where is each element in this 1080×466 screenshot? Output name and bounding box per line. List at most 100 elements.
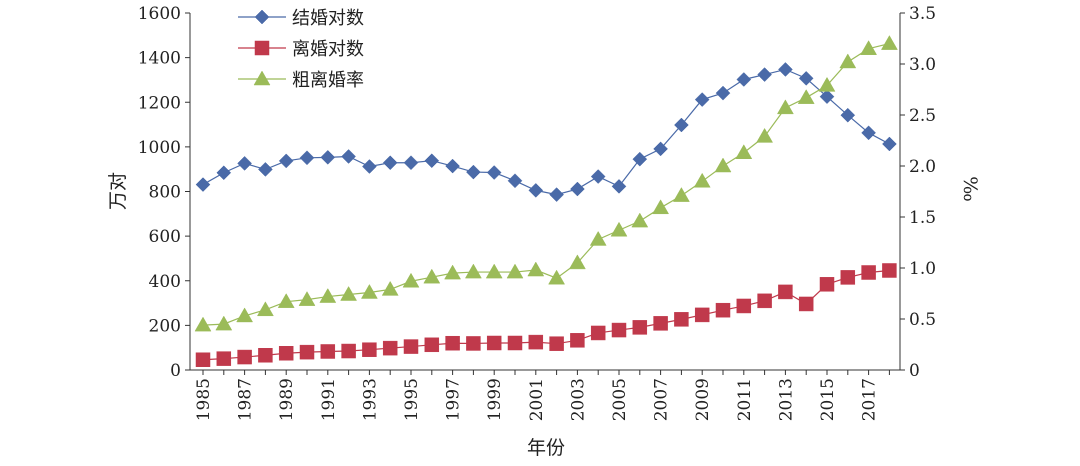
x-tick-label: 1999: [485, 378, 505, 421]
data-point-divorce: [861, 265, 876, 280]
data-point-marriage: [570, 181, 585, 197]
data-point-divorce: [466, 336, 481, 351]
data-point-divorce-rate: [693, 172, 711, 188]
x-tick-label: 1995: [402, 378, 422, 421]
data-point-divorce-rate: [839, 53, 857, 69]
data-point-divorce-rate: [381, 280, 399, 296]
data-point-divorce: [362, 342, 377, 357]
y-axis-left-title: 万对: [107, 172, 129, 210]
data-point-marriage: [486, 165, 502, 180]
data-point-marriage: [674, 117, 689, 133]
data-point-divorce: [882, 263, 897, 278]
data-point-divorce-rate: [756, 127, 774, 143]
data-point-marriage: [466, 164, 481, 180]
data-point-marriage: [882, 136, 897, 152]
data-point-divorce-rate: [215, 315, 233, 331]
x-tick-label: 1985: [194, 378, 214, 421]
data-point-divorce: [736, 298, 752, 314]
y-left-tick-label: 400: [149, 272, 181, 292]
data-point-divorce-rate: [256, 301, 274, 317]
markers-layer: [194, 35, 898, 367]
data-point-divorce-rate: [776, 99, 794, 115]
y-right-tick-label: 1.0: [909, 259, 936, 279]
data-point-marriage: [736, 72, 752, 87]
y-left-tick-label: 1600: [138, 4, 181, 24]
data-point-marriage: [715, 85, 731, 101]
data-point-marriage: [299, 150, 315, 166]
y-left-tick-label: 200: [149, 316, 181, 336]
data-point-divorce-rate: [652, 199, 670, 215]
data-point-marriage: [819, 89, 835, 105]
y-right-tick-label: 1.5: [909, 208, 936, 228]
data-point-divorce: [216, 351, 232, 366]
series-line-divorce: [202, 269, 890, 361]
data-point-divorce: [632, 320, 648, 335]
y-right-tick-label: 0: [909, 361, 920, 381]
data-point-divorce-rate: [527, 261, 545, 277]
data-point-divorce: [403, 339, 419, 354]
data-point-divorce: [653, 316, 668, 331]
data-point-divorce-rate: [568, 254, 586, 270]
data-point-divorce-rate: [485, 263, 503, 279]
y-right-tick-label: 0.5: [909, 310, 936, 330]
data-point-divorce: [674, 312, 689, 327]
data-point-marriage: [798, 71, 814, 86]
x-tick-label: 2013: [776, 378, 796, 421]
data-point-marriage: [382, 155, 398, 171]
y-left-tick-label: 1000: [138, 138, 181, 158]
x-tick-label: 2001: [527, 378, 547, 421]
x-tick-label: 2017: [860, 378, 880, 421]
data-point-divorce: [611, 322, 627, 338]
data-point-divorce: [528, 334, 544, 350]
data-point-divorce-rate: [797, 89, 815, 104]
lines-layer: [202, 43, 890, 361]
x-tick-label: 1989: [277, 378, 297, 421]
data-point-divorce-rate: [402, 272, 420, 288]
data-point-divorce-rate: [818, 76, 836, 92]
series-line-marriage: [202, 68, 890, 196]
data-point-divorce: [424, 337, 440, 353]
data-point-marriage: [653, 141, 668, 157]
x-tick-label: 2007: [652, 378, 672, 421]
x-tick-label: 1987: [236, 378, 256, 421]
data-point-divorce-rate: [194, 316, 212, 332]
data-point-divorce: [486, 335, 502, 351]
data-point-marriage: [237, 156, 252, 171]
legend-marker-divorce: [254, 40, 270, 56]
legend-label-marriage: 结婚对数: [292, 8, 364, 29]
data-point-divorce: [840, 270, 856, 285]
data-point-marriage: [611, 179, 627, 194]
y-right-tick-label: 2.5: [909, 106, 936, 126]
data-point-divorce: [590, 325, 606, 341]
data-point-divorce: [445, 335, 460, 351]
y-left-tick-label: 800: [149, 183, 181, 203]
data-point-divorce: [694, 307, 710, 323]
data-point-divorce-rate: [631, 212, 649, 228]
data-point-divorce: [195, 352, 211, 367]
data-point-divorce: [258, 348, 273, 363]
data-point-divorce-rate: [444, 264, 462, 280]
data-point-marriage: [216, 165, 232, 181]
data-point-divorce: [341, 343, 356, 359]
data-point-divorce: [715, 302, 731, 318]
y-left-tick-label: 600: [149, 227, 181, 247]
data-point-divorce-rate: [236, 307, 254, 323]
data-point-divorce-rate: [860, 40, 878, 55]
legend-marker-divorce-rate: [253, 70, 271, 86]
data-point-divorce: [320, 344, 336, 359]
data-point-divorce: [798, 296, 814, 312]
data-point-marriage: [507, 173, 523, 189]
x-tick-label: 1993: [360, 378, 380, 421]
data-point-marriage: [549, 187, 564, 202]
x-tick-label: 2005: [610, 378, 630, 421]
y-right-tick-label: 2.0: [909, 157, 936, 177]
y-right-tick-label: 3.0: [909, 55, 936, 75]
data-point-divorce: [299, 344, 315, 360]
data-point-divorce-rate: [880, 35, 898, 50]
data-point-marriage: [278, 153, 294, 169]
y-left-tick-label: 1200: [138, 93, 181, 113]
data-point-marriage: [528, 183, 544, 198]
data-point-divorce-rate: [672, 187, 690, 202]
